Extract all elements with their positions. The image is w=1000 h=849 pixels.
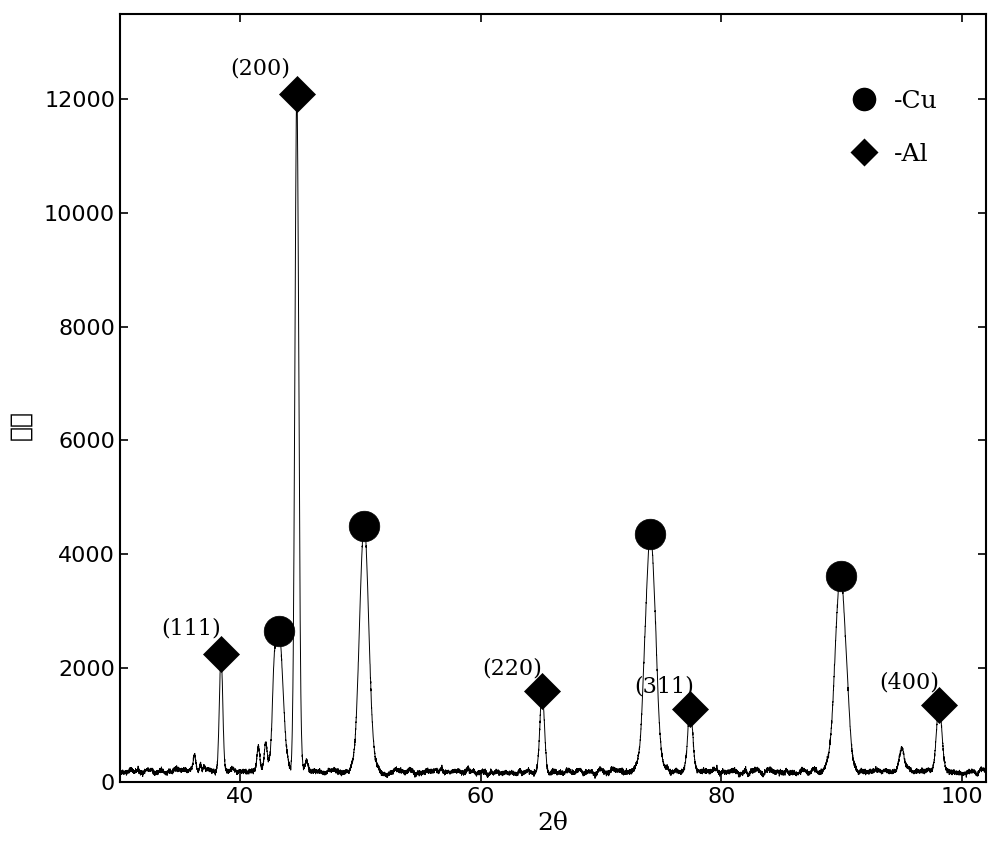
Text: (400): (400): [879, 672, 939, 694]
Text: (220): (220): [482, 657, 542, 679]
X-axis label: 2θ: 2θ: [538, 812, 568, 835]
Text: (200): (200): [231, 57, 291, 79]
Text: 強度: 強度: [8, 409, 32, 440]
Text: (111): (111): [161, 617, 221, 639]
Legend: -Cu, -Al: -Cu, -Al: [829, 80, 948, 176]
Text: (311): (311): [634, 676, 694, 698]
